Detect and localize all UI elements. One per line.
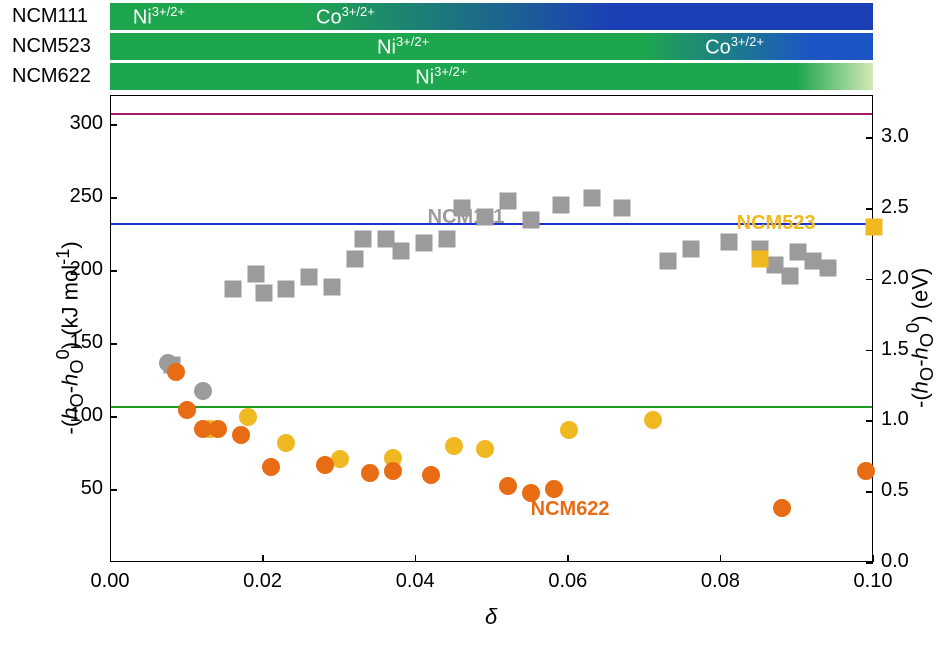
data-marker	[361, 464, 379, 482]
y-right-tick-mark	[866, 420, 873, 422]
reference-line	[111, 406, 872, 408]
data-marker	[659, 252, 676, 269]
y-right-tick-mark	[866, 491, 873, 493]
data-marker	[316, 456, 334, 474]
data-marker	[354, 231, 371, 248]
header-bar-text: Ni3+/2+	[377, 34, 429, 60]
y-right-tick-mark	[866, 279, 873, 281]
x-tick-mark	[110, 555, 112, 562]
y-left-tick-mark	[110, 489, 117, 491]
data-marker	[499, 477, 517, 495]
data-marker	[239, 408, 257, 426]
series-annotation: NCM111	[428, 206, 505, 229]
x-tick-label: 0.00	[91, 570, 130, 593]
header-bar-text: Ni3+/2+	[133, 4, 185, 30]
y-left-tick-label: 250	[58, 185, 103, 208]
data-marker	[167, 363, 185, 381]
data-marker	[384, 462, 402, 480]
data-marker	[194, 382, 212, 400]
y-right-tick-mark	[866, 208, 873, 210]
data-marker	[560, 421, 578, 439]
y-left-tick-mark	[110, 124, 117, 126]
x-tick-label: 0.02	[243, 570, 282, 593]
series-annotation: NCM523	[737, 212, 816, 235]
data-marker	[392, 242, 409, 259]
data-marker	[278, 280, 295, 297]
x-tick-label: 0.04	[396, 570, 435, 593]
data-marker	[324, 279, 341, 296]
data-marker	[247, 266, 264, 283]
data-marker	[178, 401, 196, 419]
data-marker	[255, 285, 272, 302]
y-left-tick-label: 300	[58, 112, 103, 135]
y-left-tick-mark	[110, 270, 117, 272]
reference-line	[111, 113, 872, 115]
x-tick-mark	[262, 555, 264, 562]
header-bar-text: Ni3+/2+	[415, 64, 467, 90]
y-right-tick-label: 2.5	[881, 196, 926, 219]
x-tick-mark	[720, 555, 722, 562]
figure-container: NCM111Ni3+/2+Co3+/2+NCM523Ni3+/2+Co3+/2+…	[0, 0, 936, 646]
data-marker	[583, 190, 600, 207]
y-right-tick-label: 3.0	[881, 125, 926, 148]
y-axis-label-left: -(hO-hO0) (kJ mol-1)	[52, 208, 88, 468]
plot-area: NCM111 NCM523 NCM622	[110, 95, 873, 562]
data-marker	[857, 462, 875, 480]
y-right-tick-mark	[866, 137, 873, 139]
x-tick-mark	[567, 555, 569, 562]
data-marker	[476, 440, 494, 458]
header-bar-segment	[812, 33, 873, 60]
data-marker	[438, 231, 455, 248]
data-marker	[422, 466, 440, 484]
header-row-label: NCM523	[12, 35, 91, 58]
data-marker	[301, 268, 318, 285]
data-marker	[820, 260, 837, 277]
data-marker	[522, 212, 539, 229]
y-left-tick-mark	[110, 416, 117, 418]
x-tick-mark	[873, 555, 875, 562]
y-left-tick-label: 50	[58, 477, 103, 500]
header-bar-segment	[614, 3, 873, 30]
data-marker	[262, 458, 280, 476]
y-left-tick-mark	[110, 197, 117, 199]
data-marker	[773, 499, 791, 517]
data-marker	[209, 420, 227, 438]
header-row-label: NCM111	[12, 5, 88, 28]
header-row-label: NCM622	[12, 65, 91, 88]
y-left-tick-mark	[110, 343, 117, 345]
y-right-tick-label: 0.5	[881, 479, 926, 502]
x-tick-label: 0.06	[548, 570, 587, 593]
y-right-tick-mark	[866, 562, 873, 564]
series-annotation: NCM622	[531, 498, 610, 521]
x-tick-label: 0.08	[701, 570, 740, 593]
header-bar-segment	[797, 63, 873, 90]
data-marker	[277, 434, 295, 452]
data-marker	[415, 235, 432, 252]
data-marker	[232, 426, 250, 444]
data-marker	[553, 197, 570, 214]
header-bar-row: Ni3+/2+ Co3+/2+	[110, 3, 873, 30]
data-marker	[347, 251, 364, 268]
data-marker	[782, 267, 799, 284]
data-marker	[751, 251, 768, 268]
header-bar-text: Co3+/2+	[316, 4, 375, 30]
y-right-tick-mark	[866, 350, 873, 352]
data-marker	[225, 280, 242, 297]
header-bar-row: Ni3+/2+ Co3+/2+	[110, 33, 873, 60]
data-marker	[614, 200, 631, 217]
x-tick-label: 0.10	[854, 570, 893, 593]
x-axis-label: δ	[485, 604, 497, 630]
data-marker	[866, 219, 883, 236]
header-bar-row: Ni3+/2+	[110, 63, 873, 90]
data-marker	[721, 233, 738, 250]
x-tick-mark	[415, 555, 417, 562]
data-marker	[445, 437, 463, 455]
data-marker	[644, 411, 662, 429]
header-bar-text: Co3+/2+	[705, 34, 764, 60]
data-marker	[545, 480, 563, 498]
y-axis-label-right: -(hO-hO0) (eV)	[902, 218, 936, 458]
data-marker	[682, 241, 699, 258]
